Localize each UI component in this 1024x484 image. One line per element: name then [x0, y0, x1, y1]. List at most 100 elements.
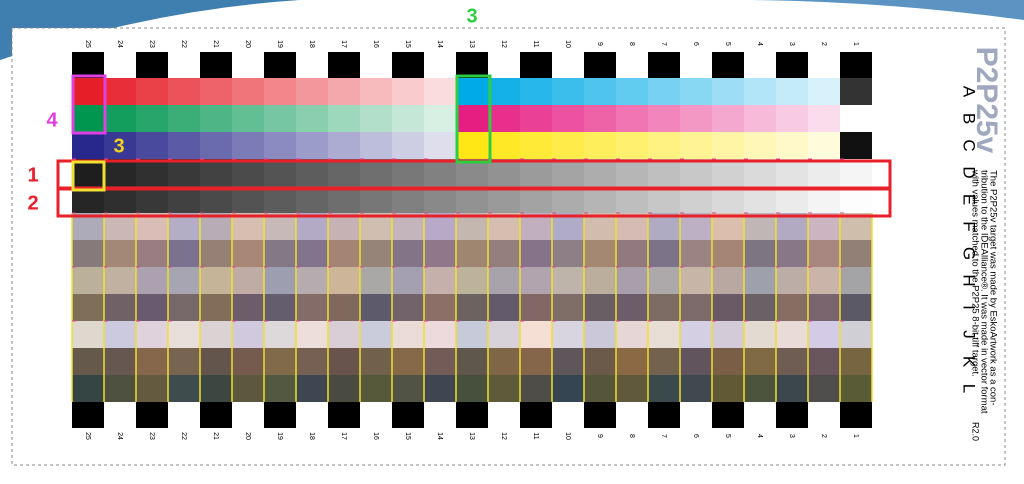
color-patch	[104, 105, 136, 132]
color-patch	[424, 321, 456, 348]
color-patch	[136, 321, 168, 348]
column-number: 17	[340, 40, 347, 48]
registration-block	[360, 402, 392, 428]
color-patch	[808, 132, 840, 159]
color-patch	[72, 321, 104, 348]
color-patch	[776, 375, 808, 402]
color-patch	[456, 294, 488, 321]
color-patch	[360, 294, 392, 321]
color-patch	[680, 267, 712, 294]
column-number: 25	[84, 432, 91, 440]
registration-block	[552, 52, 584, 78]
color-patch	[136, 105, 168, 132]
color-patch	[552, 375, 584, 402]
registration-block	[776, 52, 808, 78]
color-patch	[392, 240, 424, 267]
registration-bars	[72, 52, 872, 428]
color-patch	[104, 132, 136, 159]
color-patch	[680, 240, 712, 267]
color-patch	[200, 375, 232, 402]
registration-block	[456, 402, 488, 428]
color-patch	[584, 240, 616, 267]
highlight-box	[71, 160, 106, 192]
registration-block	[328, 52, 360, 78]
color-patch	[360, 78, 392, 105]
registration-block	[168, 402, 200, 428]
registration-block	[520, 402, 552, 428]
color-patch	[232, 348, 264, 375]
color-patch	[232, 321, 264, 348]
color-patch	[488, 240, 520, 267]
registration-block	[712, 402, 744, 428]
color-patch	[808, 294, 840, 321]
color-patch	[808, 78, 840, 105]
color-patch	[424, 267, 456, 294]
color-patch	[104, 375, 136, 402]
color-patch	[200, 294, 232, 321]
registration-block	[776, 402, 808, 428]
color-patch	[264, 348, 296, 375]
color-patch	[520, 78, 552, 105]
color-patch	[200, 132, 232, 159]
registration-block	[456, 52, 488, 78]
color-patch	[680, 348, 712, 375]
color-patch	[328, 348, 360, 375]
color-patch	[808, 240, 840, 267]
color-patch	[616, 132, 648, 159]
color-patch	[648, 78, 680, 105]
color-patch	[168, 78, 200, 105]
column-number: 11	[532, 432, 539, 439]
color-patch	[360, 267, 392, 294]
column-number: 4	[756, 42, 763, 46]
color-patch	[200, 78, 232, 105]
color-patch	[584, 132, 616, 159]
color-patch	[456, 240, 488, 267]
color-patch	[520, 348, 552, 375]
color-patch	[200, 240, 232, 267]
registration-block	[232, 402, 264, 428]
color-patch	[680, 159, 712, 186]
registration-block	[648, 52, 680, 78]
color-patch	[232, 105, 264, 132]
color-patch	[744, 132, 776, 159]
color-patch	[296, 321, 328, 348]
color-patch	[360, 240, 392, 267]
column-number: 15	[404, 432, 411, 440]
color-patch	[488, 348, 520, 375]
registration-block	[680, 402, 712, 428]
description-line: The P2P25v target was made by EskoArtwor…	[987, 170, 998, 406]
color-patch	[232, 375, 264, 402]
color-patch	[744, 348, 776, 375]
color-patch	[552, 294, 584, 321]
color-patch	[328, 294, 360, 321]
color-patch	[456, 105, 488, 132]
color-patch	[424, 240, 456, 267]
color-patch	[552, 240, 584, 267]
color-patch	[392, 78, 424, 105]
column-number: 19	[276, 40, 283, 48]
color-patch	[424, 159, 456, 186]
color-patch	[520, 267, 552, 294]
color-patch	[744, 240, 776, 267]
column-number: 1	[852, 434, 859, 438]
color-patch	[840, 78, 872, 105]
registration-block	[648, 402, 680, 428]
column-number: 3	[788, 42, 795, 46]
row-letter: B	[960, 113, 979, 124]
column-number: 8	[628, 42, 635, 46]
color-patch	[200, 159, 232, 186]
column-number: 1	[852, 42, 859, 46]
color-patch	[712, 240, 744, 267]
registration-block	[744, 52, 776, 78]
color-patch	[808, 105, 840, 132]
annotation-label: 3	[113, 135, 124, 157]
color-patch	[424, 78, 456, 105]
registration-block	[744, 402, 776, 428]
registration-block	[808, 402, 840, 428]
color-patch	[200, 321, 232, 348]
registration-block	[680, 52, 712, 78]
color-patch	[680, 375, 712, 402]
column-number: 20	[244, 40, 251, 48]
color-patch	[488, 105, 520, 132]
